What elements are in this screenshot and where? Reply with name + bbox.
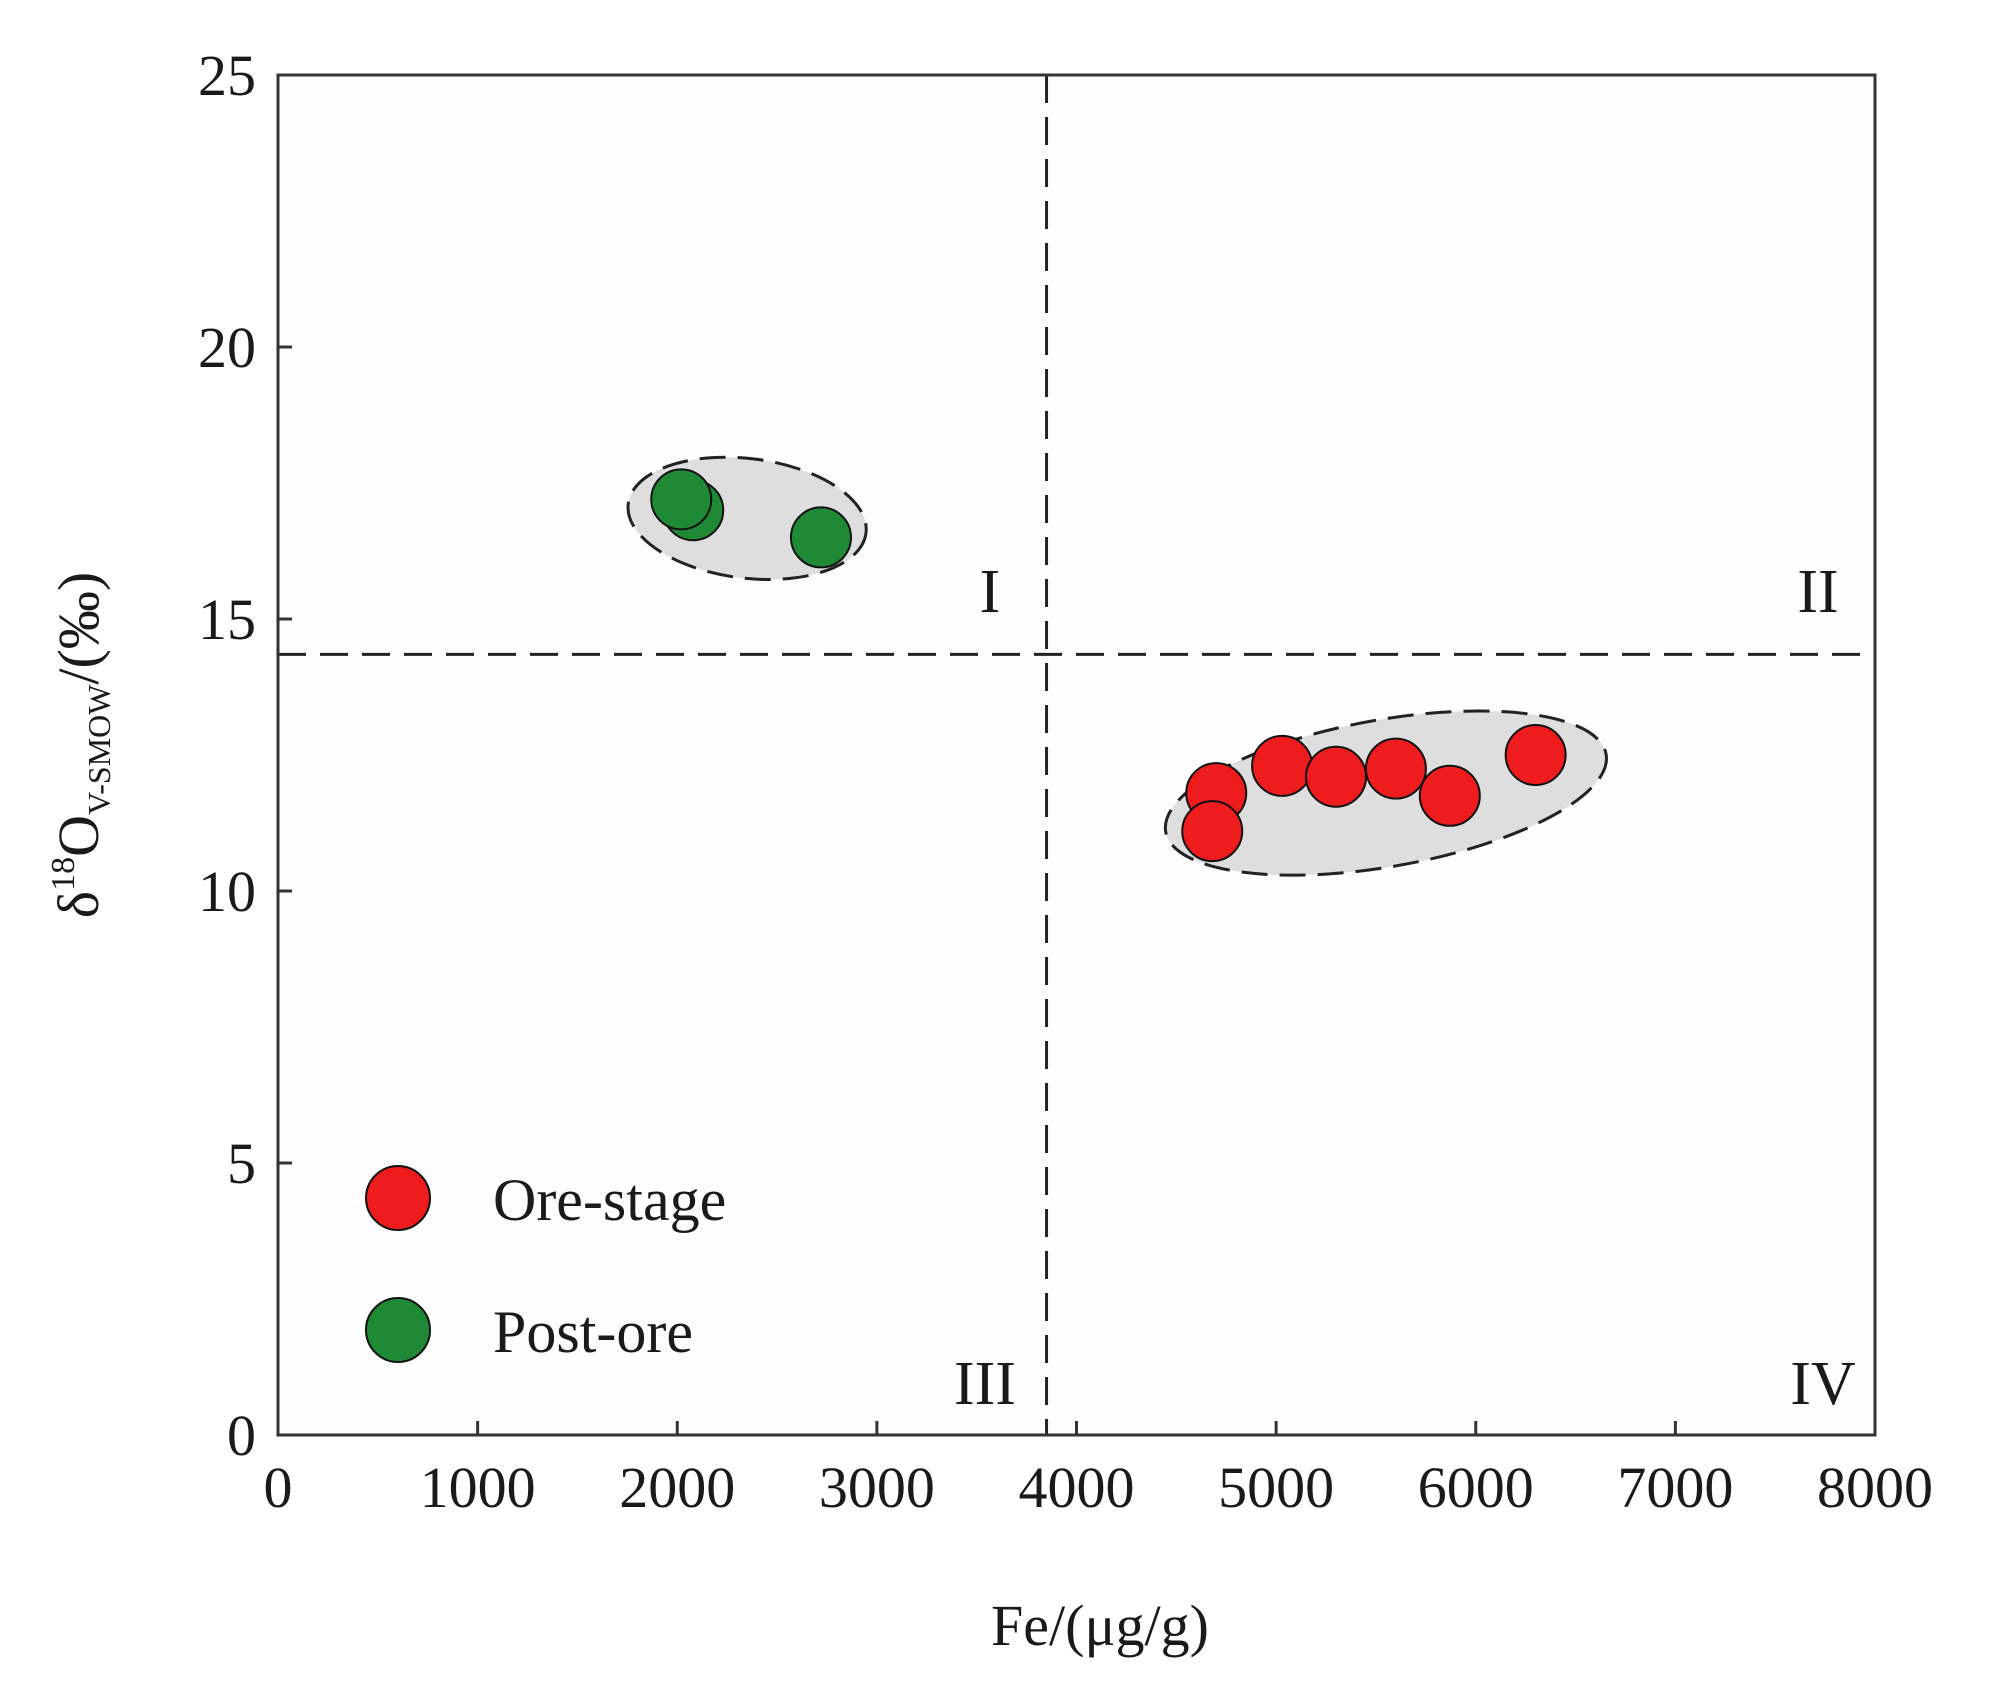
legend-marker-ore-stage [365, 1165, 431, 1231]
y-tick-label: 5 [227, 1131, 256, 1196]
y-axis-title-suffix: /(‰) [46, 572, 111, 685]
x-axis-title: Fe/(μg/g) [991, 1593, 1209, 1658]
y-axis-title-subscript: V-SMOW [81, 684, 117, 815]
y-tick-label: 10 [198, 859, 256, 924]
x-tick-label: 2000 [619, 1455, 735, 1520]
x-tick-label: 5000 [1218, 1455, 1334, 1520]
quadrant-label-iii: III [954, 1350, 1016, 1418]
x-tick-label: 8000 [1817, 1455, 1933, 1520]
quadrant-dividers [278, 75, 1875, 1435]
legend-label-post-ore: Post-ore [493, 1299, 693, 1365]
data-point-ore-stage [1418, 764, 1481, 827]
y-axis-title-prefix: δ [46, 891, 111, 918]
x-tick-label: 3000 [819, 1455, 935, 1520]
y-tick-label: 25 [198, 43, 256, 108]
legend-marker-post-ore [365, 1297, 431, 1363]
data-point-ore-stage [1181, 800, 1244, 863]
quadrant-label-iv: IV [1790, 1350, 1856, 1418]
x-tick-label: 1000 [420, 1455, 536, 1520]
data-point-post-ore [789, 506, 852, 569]
y-tick-label: 15 [198, 587, 256, 652]
legend: Ore-stage Post-ore [365, 1165, 726, 1365]
x-tick-label: 7000 [1617, 1455, 1733, 1520]
data-points [650, 468, 1567, 863]
data-point-ore-stage [1504, 724, 1567, 786]
data-point-ore-stage [1305, 745, 1368, 808]
x-tick-label: 6000 [1418, 1455, 1534, 1520]
quadrant-label-i: I [980, 558, 1001, 626]
plot-area [278, 75, 1875, 1435]
y-axis-title-main: O [46, 815, 111, 857]
y-axis-ticks: 0 5 10 15 20 25 [198, 43, 292, 1468]
data-point-post-ore [650, 468, 713, 531]
y-tick-label: 0 [227, 1403, 256, 1468]
quadrant-label-ii: II [1797, 558, 1838, 626]
data-point-ore-stage [1251, 734, 1314, 797]
data-point-ore-stage [1364, 737, 1427, 800]
legend-label-ore-stage: Ore-stage [493, 1167, 726, 1233]
x-tick-label: 4000 [1019, 1455, 1135, 1520]
x-tick-label: 0 [264, 1455, 293, 1520]
y-axis-title: δ18OV-SMOW/(‰) [45, 572, 117, 918]
y-axis-title-superscript: 18 [45, 857, 82, 891]
y-tick-label: 20 [198, 315, 256, 380]
x-axis-ticks: 0 1000 2000 3000 4000 5000 6000 7000 8000 [264, 1421, 1933, 1520]
